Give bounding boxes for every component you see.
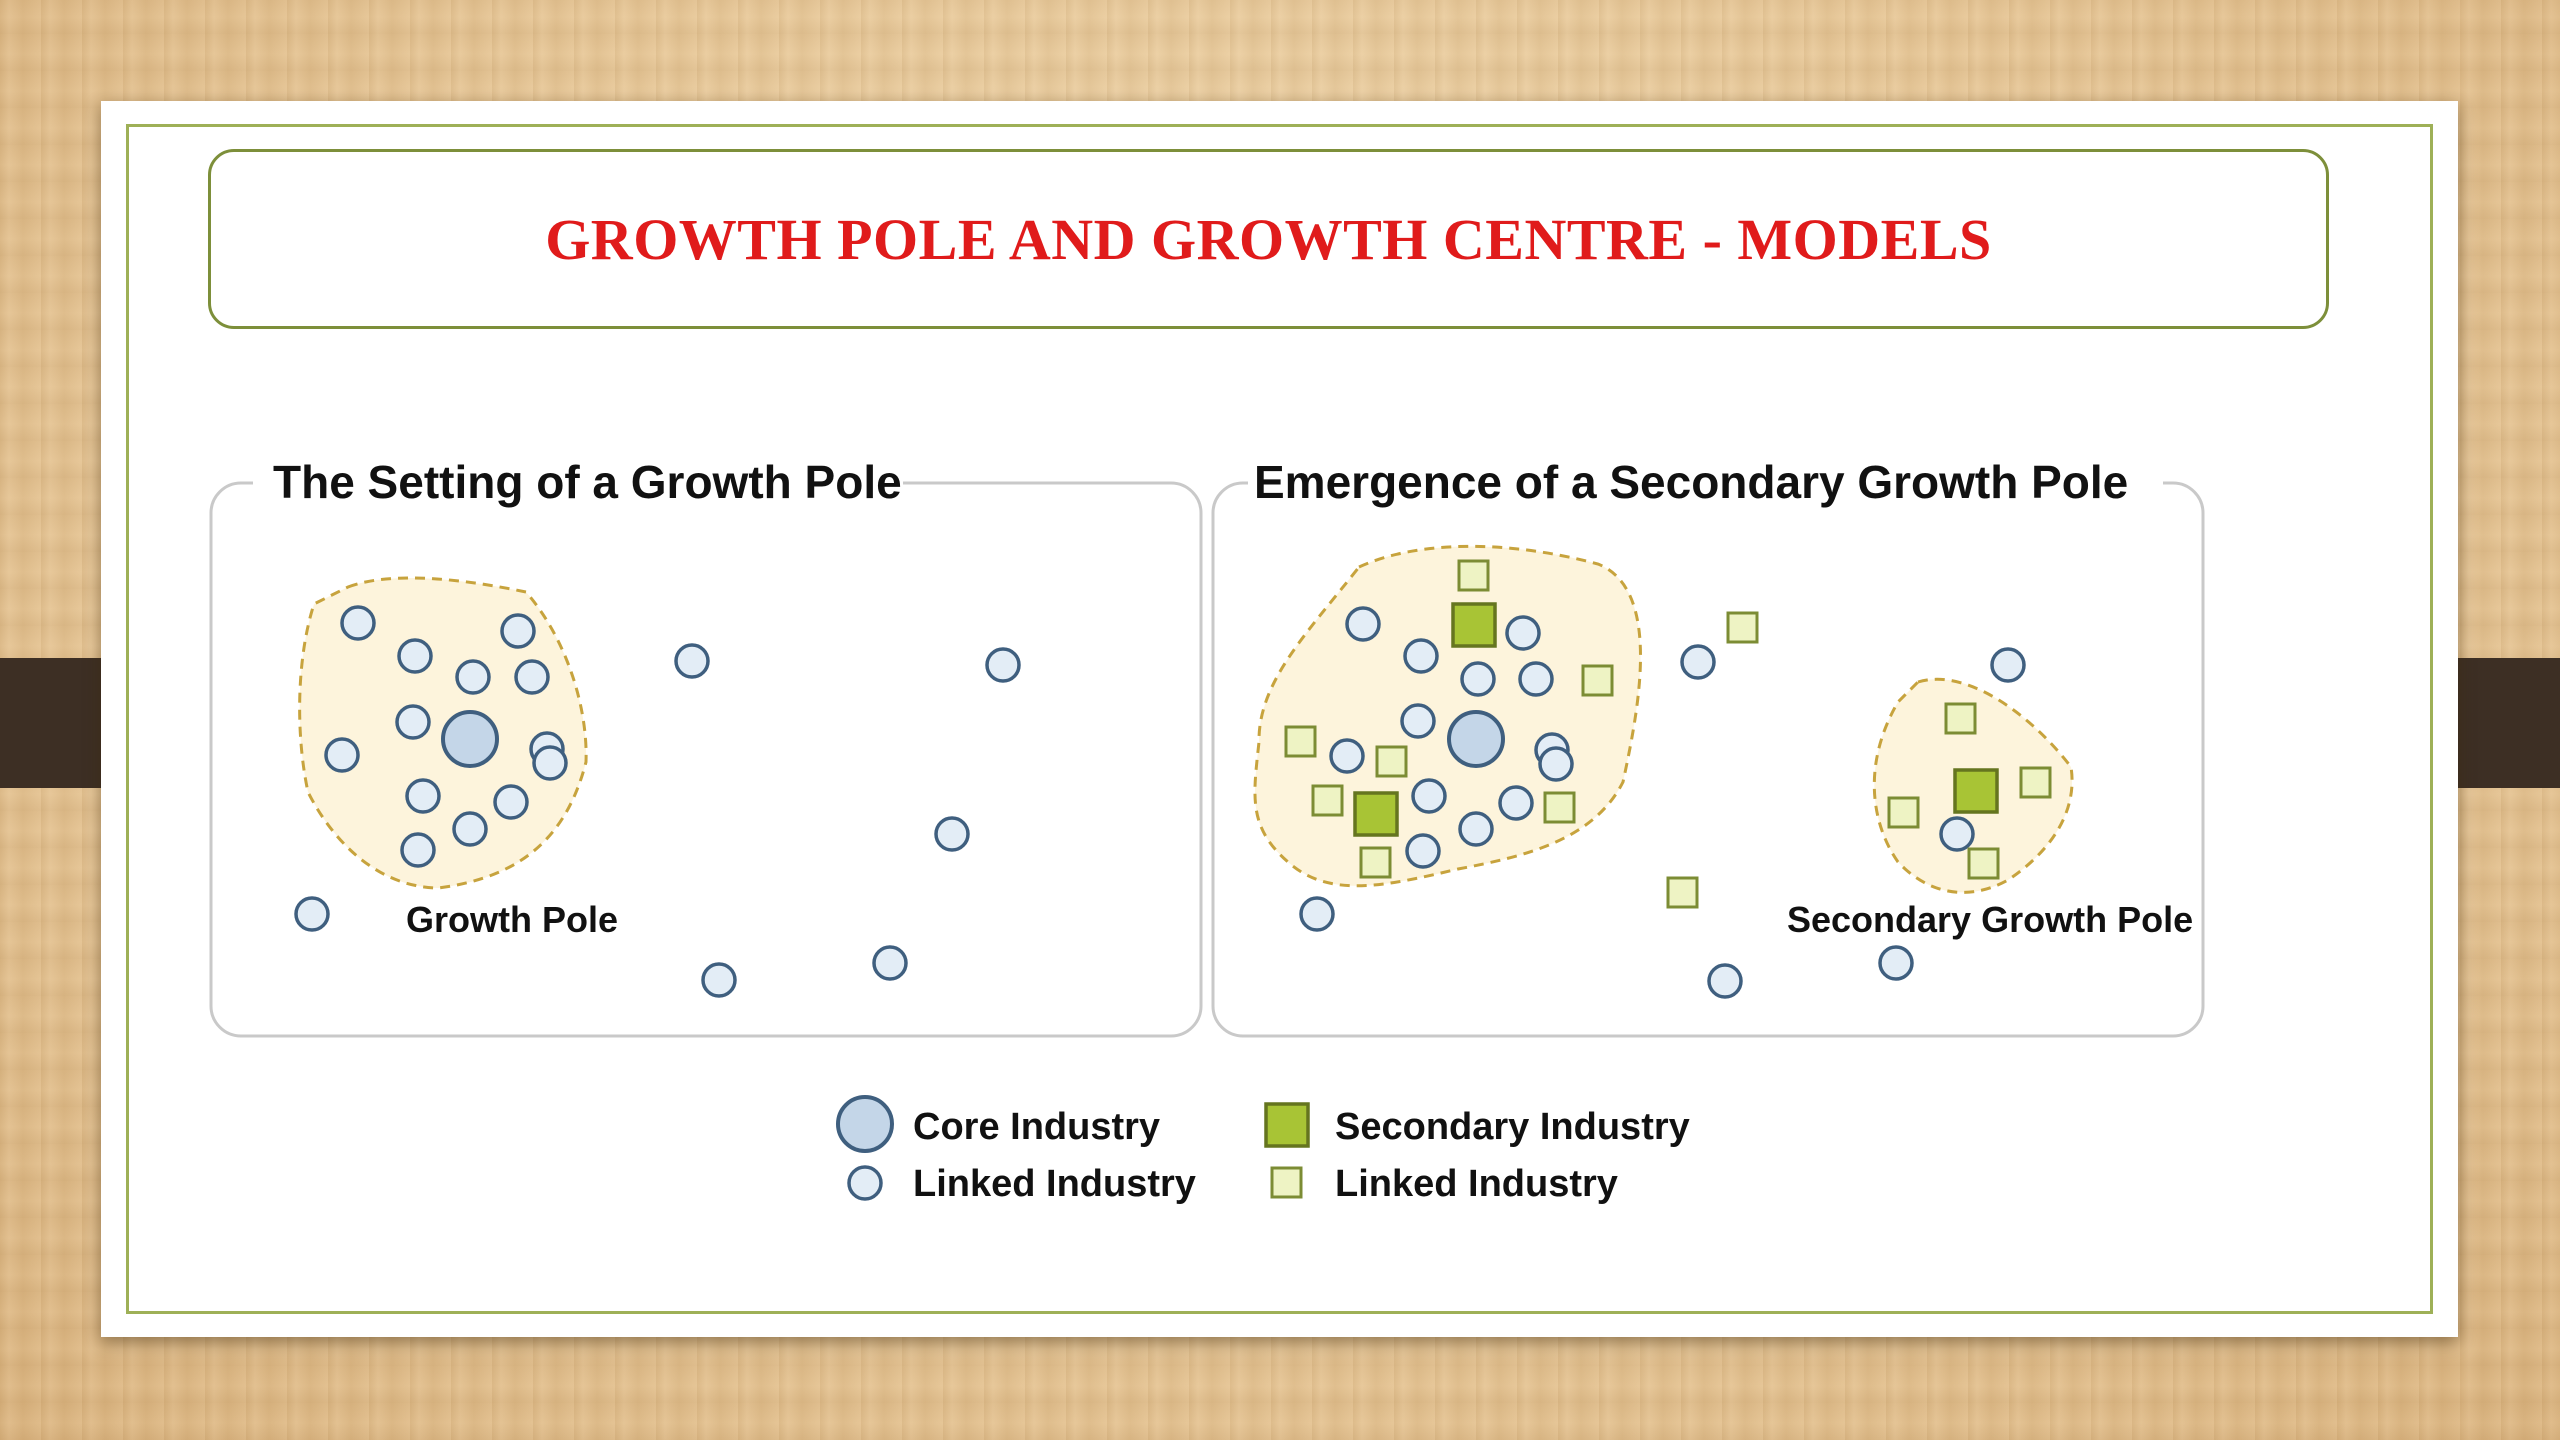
legend-linked-circle-label: Linked Industry [913,1163,1196,1205]
linked-industry-circle [872,945,908,981]
linked-industry-circle [1400,703,1436,739]
linked-industry-circle [1329,738,1365,774]
legend-linked-circle-symbol [847,1165,883,1201]
linked-industry-square [1457,559,1490,592]
expanded-pole-area [1253,544,1642,888]
linked-industry-circle [1411,778,1447,814]
linked-industry-circle [1498,785,1534,821]
linked-industry-circle [1680,644,1716,680]
linked-industry-square [1967,847,2000,880]
linked-industry-circle [1939,816,1975,852]
linked-industry-circle [452,811,488,847]
secondary-linked-industries [1284,559,2052,909]
heading-mask-right [1248,452,2163,512]
linked-industry-circle [1878,945,1914,981]
linked-industry-circle [1458,811,1494,847]
slide-title: GROWTH POLE AND GROWTH CENTRE - MODELS [545,206,1992,272]
secondary-growth-pole-label: Secondary Growth Pole [1787,899,2193,940]
core-industry-circle [441,710,499,768]
linked-industry-circle [1538,746,1574,782]
right-linked-industries [1299,606,2026,999]
legend-secondary-industry-symbol [1264,1102,1310,1148]
linked-industry-circle [397,638,433,674]
linked-industry-circle [1405,833,1441,869]
legend-core-industry-label: Core Industry [913,1106,1160,1148]
linked-industry-circle [1707,963,1743,999]
secondary-industry-square [1451,602,1497,648]
linked-industry-square [2019,766,2052,799]
linked-industry-circle [1299,896,1335,932]
linked-industry-circle [1345,606,1381,642]
linked-industry-circle [1505,615,1541,651]
left-linked-industries [294,605,1021,998]
secondary-industry-square [1353,791,1399,837]
growth-pole-label: Growth Pole [406,899,618,940]
linked-industry-circle [395,704,431,740]
linked-industry-circle [934,816,970,852]
linked-industry-square [1581,664,1614,697]
linked-industry-square [1284,725,1317,758]
legend-linked-square-label: Linked Industry [1335,1163,1618,1205]
panel-heading-left: The Setting of a Growth Pole [273,456,902,508]
slide-frame [126,124,2433,1314]
linked-industry-circle [514,659,550,695]
linked-industry-square [1944,702,1977,735]
secondary-industry-square [1953,768,1999,814]
linked-industry-circle [1518,661,1554,697]
linked-industry-circle [493,784,529,820]
linked-industry-circle [1460,661,1496,697]
linked-industry-square [1311,784,1344,817]
linked-industry-circle [455,659,491,695]
heading-mask-left [253,452,903,512]
linked-industry-square [1666,876,1699,909]
legend-core-industry-symbol [836,1095,894,1153]
linked-industry-circle [532,745,568,781]
linked-industry-square [1726,611,1759,644]
diagram-svg: The Setting of a Growth Pole Emergence o… [209,452,2205,1205]
linked-industry-circle [985,647,1021,683]
linked-industry-circle [324,737,360,773]
legend-secondary-industry-label: Secondary Industry [1335,1106,1690,1148]
linked-industry-circle [1990,647,2026,683]
linked-industry-circle [701,962,737,998]
linked-industry-circle [405,778,441,814]
secondary-industries [1353,602,1999,837]
legend-linked-square-symbol [1270,1166,1303,1199]
linked-industry-circle [1403,638,1439,674]
linked-industry-square [1359,846,1392,879]
linked-industry-circle [674,643,710,679]
linked-industry-circle [500,613,536,649]
growth-pole-diagram: The Setting of a Growth Pole Emergence o… [208,342,2213,1232]
linked-industry-circle [294,896,330,932]
title-box: GROWTH POLE AND GROWTH CENTRE - MODELS [208,149,2329,329]
linked-industry-square [1543,791,1576,824]
core-industry-circle [1447,710,1505,768]
linked-industry-square [1887,796,1920,829]
panel-heading-right: Emergence of a Secondary Growth Pole [1254,456,2128,508]
linked-industry-square [1375,745,1408,778]
linked-industry-circle [400,832,436,868]
legend: Core Industry Linked Industry Secondary … [836,1095,1690,1205]
linked-industry-circle [340,605,376,641]
